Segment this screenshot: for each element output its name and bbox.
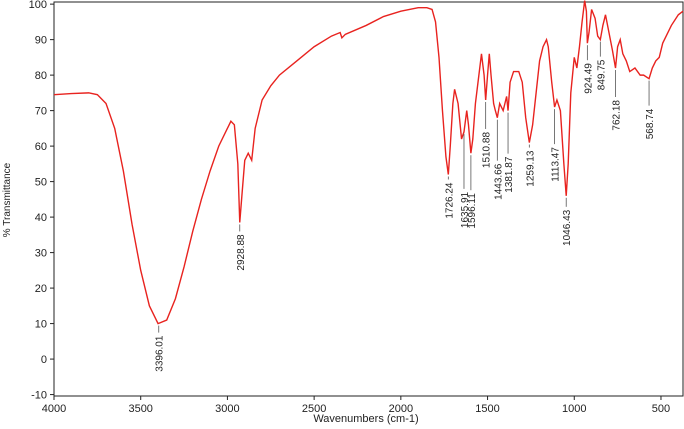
peak-label: 1726.24: [444, 182, 455, 219]
y-tick-label: 70: [35, 106, 47, 118]
peak-label: 849.75: [596, 59, 607, 90]
peak-label: 1046.43: [562, 209, 573, 246]
x-tick-label: 3000: [215, 403, 239, 415]
x-tick-label: 1000: [562, 403, 586, 415]
peak-label: 924.49: [583, 63, 594, 94]
y-tick-label: 60: [35, 141, 47, 153]
y-tick-label: 20: [35, 283, 47, 295]
y-tick-label: 10: [35, 319, 47, 331]
peak-label: 1596.11: [467, 193, 478, 229]
x-tick-label: 500: [652, 403, 670, 415]
x-tick-label: 2000: [389, 403, 413, 415]
y-tick-label: 80: [35, 70, 47, 82]
peak-label: 568.74: [645, 108, 656, 139]
peak-label: 2928.88: [236, 234, 247, 271]
y-tick-label: 90: [35, 35, 47, 47]
y-tick-label: -10: [31, 390, 47, 402]
peak-label: 1510.88: [482, 132, 493, 169]
x-axis-label: Wavenumbers (cm-1): [313, 413, 418, 425]
y-axis-label: % Transmittance: [2, 162, 13, 237]
x-tick-label: 1500: [475, 403, 499, 415]
peak-label: 3396.01: [155, 335, 166, 372]
plot-frame: [53, 1, 684, 397]
y-tick-label: 100: [29, 0, 47, 11]
peak-label: 762.18: [612, 100, 623, 131]
spectrum-line: [53, 0, 684, 325]
y-tick-label: 50: [35, 177, 47, 189]
x-tick-label: 3500: [128, 403, 152, 415]
x-tick-label: 4000: [42, 403, 66, 415]
x-tick-label: 2500: [302, 403, 326, 415]
peak-label: 1113.47: [551, 147, 562, 182]
peak-label: 1635.91: [460, 191, 471, 228]
peak-label: 1443.66: [493, 163, 504, 200]
peak-label: 1259.13: [525, 150, 536, 187]
y-tick-label: 40: [35, 212, 47, 224]
y-tick-label: 30: [35, 248, 47, 260]
y-tick-label: 0: [41, 354, 47, 366]
peak-label: 1381.87: [504, 156, 515, 193]
